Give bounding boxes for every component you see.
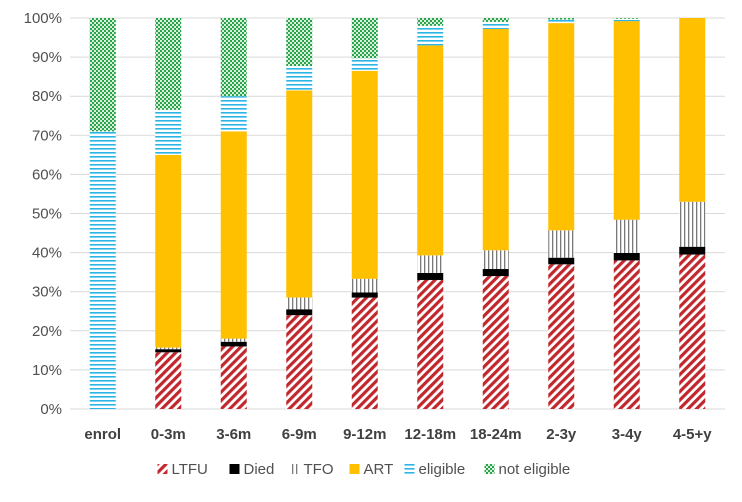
y-tick-label: 70%: [32, 127, 62, 144]
bar-segment-tfo-2-3y: [548, 230, 575, 258]
bar-segment-ltfu-6-9m: [286, 315, 313, 409]
bar-segment-ltfu-3-6m: [220, 346, 247, 409]
bar-segment-not-eligible-3-4y: [613, 18, 640, 19]
bar-segment-not-eligible-0-3m: [155, 18, 182, 110]
x-category-label-0-3m: 0-3m: [151, 426, 186, 443]
bar-segment-not-eligible-18-24m: [482, 18, 509, 22]
bar-segment-art-18-24m: [482, 28, 509, 251]
bar-segment-tfo-0-3m: [155, 347, 182, 350]
y-tick-label: 40%: [32, 245, 62, 262]
bar-segment-tfo-6-9m: [286, 297, 313, 310]
x-category-label-4-5-y: 4-5+y: [673, 426, 712, 443]
bar-segment-died-2-3y: [548, 257, 575, 265]
legend-label-tfo: TFO: [304, 461, 334, 478]
y-tick-label: 80%: [32, 88, 62, 105]
x-category-label-6-9m: 6-9m: [282, 426, 317, 443]
bar-segment-art-3-4y: [613, 21, 640, 220]
x-axis-category-labels: enrol 0-3m 3-6m 6-9m 9-12m 12-18m 18-24m 2-3y 3-…: [84, 426, 712, 443]
bar-segment-art-2-3y: [548, 23, 575, 231]
bar-segment-died-3-4y: [613, 252, 640, 261]
x-category-label-18-24m: 18-24m: [470, 426, 522, 443]
x-category-label-12-18m: 12-18m: [404, 426, 456, 443]
bar-segment-tfo-3-4y: [613, 219, 640, 253]
legend-label-died: Died: [244, 461, 275, 478]
y-tick-label: 30%: [32, 284, 62, 301]
bar-segment-eligible-3-4y: [613, 18, 640, 22]
legend-label-ltfu: LTFU: [172, 461, 208, 478]
y-tick-label: 100%: [24, 10, 62, 27]
y-tick-label: 20%: [32, 323, 62, 340]
bar-segment-art-4-5-y: [679, 18, 706, 202]
bar-segment-died-4-5-y: [679, 246, 706, 255]
bar-segment-ltfu-3-4y: [613, 260, 640, 409]
y-axis-tick-labels: 0% 10% 20% 30% 40% 50% 60% 70% 80% 90% 100%: [24, 10, 62, 418]
x-category-label-9-12m: 9-12m: [343, 426, 386, 443]
bar-segment-not-eligible-2-3y: [548, 18, 575, 20]
bar-segment-died-12-18m: [417, 272, 444, 280]
bar-segment-art-0-3m: [155, 154, 182, 348]
legend-swatch-ltfu: [157, 464, 168, 474]
bar-segment-died-9-12m: [351, 292, 378, 298]
x-category-label-3-6m: 3-6m: [216, 426, 251, 443]
bar-segment-eligible-6-9m: [286, 66, 313, 91]
bar-segment-art-6-9m: [286, 90, 313, 298]
bar-segment-art-12-18m: [417, 45, 444, 256]
legend-swatch-tfo: [289, 464, 300, 474]
bar-segment-ltfu-4-5-y: [679, 254, 706, 409]
y-tick-label: 90%: [32, 49, 62, 66]
bar-segment-ltfu-18-24m: [482, 276, 509, 409]
bar-segment-not-eligible-enrol: [89, 18, 116, 132]
x-category-label-2-3y: 2-3y: [546, 426, 577, 443]
bars: [89, 18, 706, 409]
bar-segment-tfo-12-18m: [417, 255, 444, 273]
bar-segment-eligible-18-24m: [482, 21, 509, 29]
legend-swatch-not-eligible: [484, 464, 495, 474]
bar-segment-eligible-0-3m: [155, 109, 182, 155]
bar-segment-died-18-24m: [482, 269, 509, 277]
bar-segment-died-0-3m: [155, 349, 182, 353]
bar-segment-art-9-12m: [351, 70, 378, 279]
bar-segment-not-eligible-12-18m: [417, 18, 444, 26]
bar-segment-eligible-enrol: [89, 131, 116, 409]
bar-segment-eligible-9-12m: [351, 58, 378, 71]
legend-label-not-eligible: not eligible: [499, 461, 571, 478]
bar-segment-not-eligible-6-9m: [286, 18, 313, 67]
bar-segment-eligible-12-18m: [417, 25, 444, 46]
bar-segment-not-eligible-3-6m: [220, 18, 247, 97]
bar-segment-ltfu-12-18m: [417, 279, 444, 409]
y-tick-label: 60%: [32, 166, 62, 183]
bar-segment-eligible-2-3y: [548, 19, 575, 24]
bar-segment-ltfu-2-3y: [548, 264, 575, 409]
legend-label-eligible: eligible: [419, 461, 466, 478]
bar-segment-tfo-18-24m: [482, 250, 509, 270]
bar-segment-ltfu-0-3m: [155, 352, 182, 409]
x-category-label-3-4y: 3-4y: [612, 426, 643, 443]
bar-segment-tfo-4-5-y: [679, 201, 706, 247]
x-category-label-enrol: enrol: [84, 426, 121, 443]
y-tick-label: 10%: [32, 362, 62, 379]
legend-swatch-died: [229, 464, 240, 474]
y-tick-label: 0%: [40, 401, 62, 418]
legend-swatch-eligible: [404, 464, 415, 474]
legend-label-art: ART: [364, 461, 394, 478]
bar-segment-eligible-3-6m: [220, 96, 247, 132]
legend-swatch-art: [349, 464, 360, 474]
bar-segment-ltfu-9-12m: [351, 297, 378, 409]
legend: LTFU Died TFO ART eligible not eligible: [157, 461, 571, 478]
y-tick-label: 50%: [32, 206, 62, 223]
bar-segment-tfo-9-12m: [351, 278, 378, 293]
bar-segment-died-6-9m: [286, 309, 313, 316]
bar-segment-art-3-6m: [220, 131, 247, 339]
bar-segment-died-3-6m: [220, 341, 247, 347]
bar-segment-not-eligible-9-12m: [351, 18, 378, 59]
bar-segment-tfo-3-6m: [220, 338, 247, 342]
